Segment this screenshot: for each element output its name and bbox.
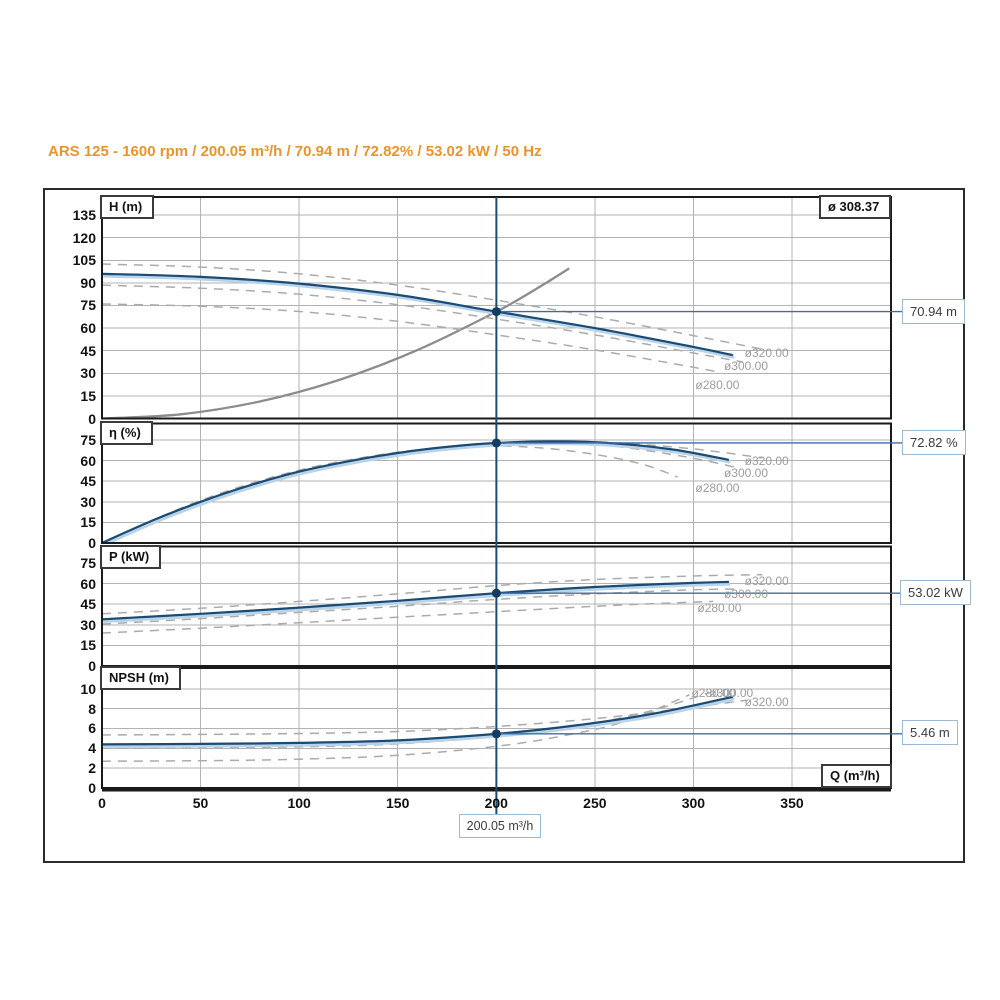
diameter-curve-label: ø280.00 bbox=[697, 601, 742, 616]
y-tick-label-eta: 60 bbox=[80, 452, 96, 469]
curves-NPSH bbox=[102, 692, 747, 762]
y-tick-label-H: 105 bbox=[72, 252, 96, 269]
diameter-curve-label: ø300.00 bbox=[709, 685, 754, 700]
y-tick-label-H: 15 bbox=[80, 387, 96, 404]
y-tick-label-H: 60 bbox=[80, 320, 96, 337]
y-tick-label-H: 120 bbox=[72, 229, 96, 246]
y-tick-label-eta: 15 bbox=[80, 514, 96, 531]
duty-point-P bbox=[491, 588, 501, 598]
power-duty-callout: 53.02 kW bbox=[900, 580, 971, 605]
y-tick-label-NPSH: 0 bbox=[88, 780, 96, 796]
page-title: ARS 125 - 1600 rpm / 200.05 m³/h / 70.94… bbox=[48, 143, 542, 160]
duty-point-eta bbox=[491, 438, 501, 448]
y-tick-label-H: 30 bbox=[80, 365, 96, 382]
y-tick-label-P: 75 bbox=[80, 554, 96, 571]
npsh-duty-callout: 5.46 m bbox=[902, 720, 958, 745]
x-tick-label: 250 bbox=[583, 795, 607, 811]
diameter-curve-label: ø280.00 bbox=[695, 377, 740, 392]
y-tick-label-H: 45 bbox=[80, 342, 96, 359]
curves-P bbox=[102, 573, 763, 634]
head-duty-callout: 70.94 m bbox=[902, 299, 965, 324]
y-tick-label-eta: 0 bbox=[88, 535, 96, 551]
efficiency-duty-callout: 72.82 % bbox=[902, 430, 966, 455]
y-tick-label-NPSH: 6 bbox=[88, 720, 96, 737]
flow-duty-callout: 200.05 m³/h bbox=[459, 814, 541, 838]
diameter-curve-label: ø300.00 bbox=[723, 587, 769, 602]
y-tick-label-NPSH: 10 bbox=[80, 680, 96, 697]
y-tick-label-P: 45 bbox=[80, 596, 96, 613]
diameter-curve-label: ø320.00 bbox=[744, 453, 789, 468]
x-tick-label: 200 bbox=[484, 795, 508, 811]
duty-point-NPSH bbox=[491, 729, 501, 739]
diameter-curve-label: ø320.00 bbox=[744, 345, 789, 360]
y-tick-label-P: 60 bbox=[80, 575, 96, 592]
y-tick-label-H: 0 bbox=[88, 410, 96, 427]
y-tick-label-NPSH: 4 bbox=[88, 740, 96, 757]
x-axis-label: Q (m³/h) bbox=[821, 764, 892, 788]
curves-H bbox=[102, 263, 763, 419]
y-tick-label-eta: 45 bbox=[80, 473, 96, 490]
x-tick-label: 0 bbox=[98, 795, 106, 811]
x-tick-label: 300 bbox=[681, 795, 706, 811]
diameter-curve-label: ø280.00 bbox=[695, 481, 740, 496]
diameter-curve-label: ø300.00 bbox=[723, 358, 769, 373]
diameter-curve-label: ø320.00 bbox=[744, 573, 789, 588]
diameter-curve-label: ø320.00 bbox=[744, 694, 789, 709]
y-tick-label-NPSH: 2 bbox=[88, 760, 96, 777]
x-tick-label: 50 bbox=[192, 795, 209, 811]
y-tick-label-H: 90 bbox=[80, 274, 96, 291]
x-tick-label: 150 bbox=[386, 795, 410, 811]
y-tick-label-eta: 75 bbox=[80, 431, 96, 448]
y-tick-label-P: 30 bbox=[80, 616, 96, 633]
head-panel-label: H (m) bbox=[100, 195, 155, 219]
duty-point-H bbox=[491, 307, 501, 317]
y-tick-label-P: 15 bbox=[80, 637, 96, 654]
y-tick-label-H: 135 bbox=[72, 207, 96, 224]
npsh-panel-label: NPSH (m) bbox=[100, 666, 181, 690]
efficiency-panel-label: η (%) bbox=[100, 421, 153, 445]
figure-frame bbox=[43, 188, 965, 863]
power-panel-label: P (kW) bbox=[100, 544, 162, 569]
impeller-diameter-badge: ø 308.37 bbox=[819, 195, 892, 219]
duty-markers bbox=[491, 307, 501, 739]
y-tick-label-NPSH: 8 bbox=[88, 700, 96, 717]
x-tick-label: 350 bbox=[780, 795, 804, 811]
y-tick-label-P: 0 bbox=[88, 658, 96, 674]
y-tick-label-H: 75 bbox=[80, 297, 96, 314]
diameter-curve-label: ø280.00 bbox=[691, 685, 736, 700]
x-tick-label: 100 bbox=[287, 795, 311, 811]
y-tick-label-eta: 30 bbox=[80, 493, 96, 510]
diameter-curve-label: ø300.00 bbox=[723, 465, 769, 480]
